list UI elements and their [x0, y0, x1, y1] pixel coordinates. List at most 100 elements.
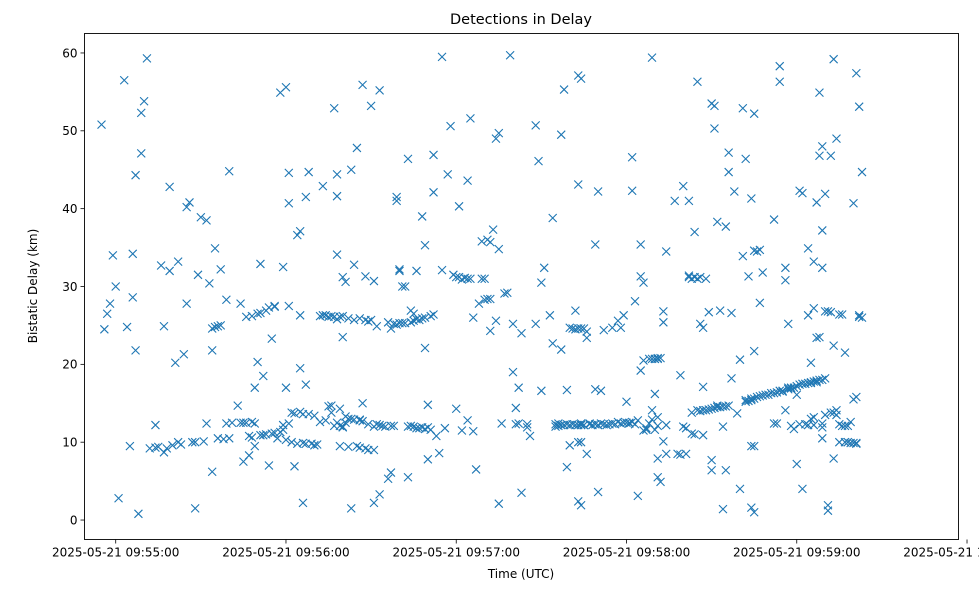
data-point-marker: [698, 430, 708, 440]
data-point-marker: [312, 440, 322, 449]
data-point-marker: [426, 311, 436, 321]
x-axis-label: Time (UTC): [487, 567, 554, 581]
data-point-marker: [735, 355, 745, 365]
data-point-marker: [749, 394, 759, 403]
data-point-marker: [159, 321, 169, 331]
data-point-marker: [324, 401, 333, 411]
data-point-marker: [185, 198, 194, 207]
data-point-marker: [298, 438, 308, 448]
data-point-marker: [202, 419, 211, 428]
data-point-marker: [710, 101, 719, 111]
data-point-marker: [573, 437, 583, 447]
data-point-marker: [355, 314, 365, 323]
data-point-marker: [207, 345, 217, 355]
data-point-marker: [826, 151, 836, 161]
data-point-marker: [514, 419, 524, 428]
data-point-marker: [111, 282, 121, 291]
data-point-marker: [412, 266, 421, 276]
data-point-marker: [823, 307, 833, 316]
data-point-marker: [363, 419, 373, 429]
data-point-marker: [658, 307, 668, 316]
data-point-marker: [369, 498, 379, 508]
data-point-marker: [494, 244, 504, 254]
data-point-marker: [718, 504, 728, 514]
data-point-marker: [409, 422, 419, 432]
data-point-marker: [812, 333, 822, 343]
plot-frame: [84, 33, 959, 540]
data-point-marker: [582, 333, 592, 343]
data-point-marker: [846, 417, 856, 427]
data-point-marker: [355, 416, 365, 425]
data-point-marker: [505, 50, 515, 60]
data-point-marker: [693, 77, 702, 87]
data-point-marker: [761, 390, 770, 400]
data-point-marker: [406, 421, 416, 431]
data-point-marker: [619, 310, 629, 320]
data-point-marker: [267, 429, 277, 439]
data-point-marker: [710, 124, 719, 133]
data-point-marker: [386, 421, 396, 431]
x-tick-label: 2025-05-21 09:59:00: [733, 546, 860, 560]
data-point-marker: [539, 263, 549, 273]
data-point-marker: [636, 271, 646, 281]
data-point-marker: [326, 408, 336, 417]
data-point-marker: [281, 383, 291, 393]
data-point-marker: [701, 405, 711, 415]
x-axis-ticks: 2025-05-21 09:55:00 2025-05-21 09:56:00 20…: [52, 539, 979, 560]
y-tick-label: 40: [62, 202, 77, 216]
data-point-marker: [224, 166, 234, 176]
y-axis-label: Bistatic Delay (km): [26, 229, 40, 344]
data-point-marker: [571, 306, 580, 316]
data-point-marker: [403, 154, 413, 164]
data-point-marker: [656, 353, 665, 363]
data-point-marker: [775, 77, 785, 87]
data-point-marker: [798, 188, 807, 198]
y-tick-label: 10: [62, 435, 77, 449]
x-tick-label: 2025-05-21 09:58:00: [563, 546, 690, 560]
data-point-marker: [661, 420, 671, 430]
data-point-marker: [772, 419, 782, 428]
data-point-marker: [131, 170, 140, 180]
data-point-marker: [573, 180, 583, 189]
data-point-marker: [352, 143, 362, 153]
data-point-marker: [349, 315, 359, 325]
data-point-marker: [769, 215, 779, 224]
data-point-marker: [559, 85, 569, 94]
data-point-marker: [287, 408, 297, 417]
data-point-marker: [514, 383, 524, 393]
data-point-marker: [548, 338, 558, 348]
data-point-marker: [690, 430, 699, 439]
data-point-marker: [284, 168, 294, 178]
data-point-marker: [783, 319, 793, 329]
data-point-marker: [202, 215, 211, 225]
data-point-marker: [295, 363, 305, 373]
data-point-marker: [749, 346, 759, 356]
data-point-marker: [851, 68, 861, 78]
data-point-marker: [817, 226, 827, 235]
data-point-marker: [264, 461, 274, 470]
data-point-marker: [395, 264, 404, 274]
data-point-marker: [758, 268, 768, 277]
data-point-marker: [562, 385, 572, 395]
data-point-marker: [199, 437, 209, 446]
data-point-marker: [451, 404, 461, 414]
data-point-marker: [781, 405, 790, 415]
data-point-marker: [695, 319, 705, 329]
data-point-marker: [417, 212, 427, 221]
data-point-marker: [576, 419, 586, 428]
data-point-marker: [344, 314, 353, 323]
data-point-marker: [582, 449, 592, 459]
data-point-marker: [815, 375, 824, 385]
data-point-marker: [786, 383, 796, 393]
data-point-marker: [270, 302, 280, 312]
data-point-marker: [304, 409, 314, 419]
data-point-marker: [182, 299, 192, 309]
data-point-marker: [798, 484, 807, 494]
data-point-marker: [792, 390, 802, 400]
data-point-marker: [128, 249, 138, 259]
data-point-marker: [326, 401, 336, 410]
data-point-marker: [670, 196, 680, 206]
data-point-marker: [463, 176, 472, 186]
data-point-marker: [746, 503, 756, 512]
data-point-marker: [755, 298, 765, 308]
